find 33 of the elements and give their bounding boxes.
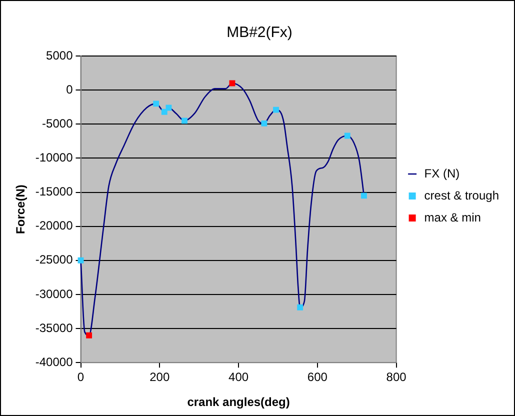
x-tick-label: 0 [77,370,84,384]
y-tick-label: 0 [66,82,74,96]
y-tick-label: -15000 [35,184,74,199]
y-tick-label: -10000 [35,150,74,165]
point [78,257,84,264]
y-tick-label: -35000 [35,320,74,335]
point [182,118,188,124]
x-tick-label: 800 [386,370,407,384]
point [229,80,236,86]
point [166,104,172,111]
x-tick-label: 400 [228,370,249,384]
point [86,332,92,338]
legend-label: max & min [424,210,481,224]
y-tick-label: -5000 [42,116,74,130]
y-tick-label: -25000 [35,252,74,267]
x-axis-title: crank angles(deg) [187,394,290,409]
point [273,106,279,113]
point [161,108,168,115]
y-tick-label: -40000 [35,354,74,369]
y-tick-label: -20000 [35,218,74,233]
point [153,100,160,107]
point [261,120,268,126]
y-tick-label: -30000 [35,286,74,301]
legend-label: FX (N) [424,166,460,180]
x-tick-label: 200 [150,370,170,384]
chart-title: MB#2(Fx) [226,24,292,42]
y-tick-label: 5000 [46,48,74,62]
y-axis-title: Force(N) [14,184,28,234]
point [344,132,350,139]
legend-label: crest & trough [424,188,499,202]
x-tick-label: 600 [307,370,328,384]
point [360,192,367,199]
point [297,304,304,310]
